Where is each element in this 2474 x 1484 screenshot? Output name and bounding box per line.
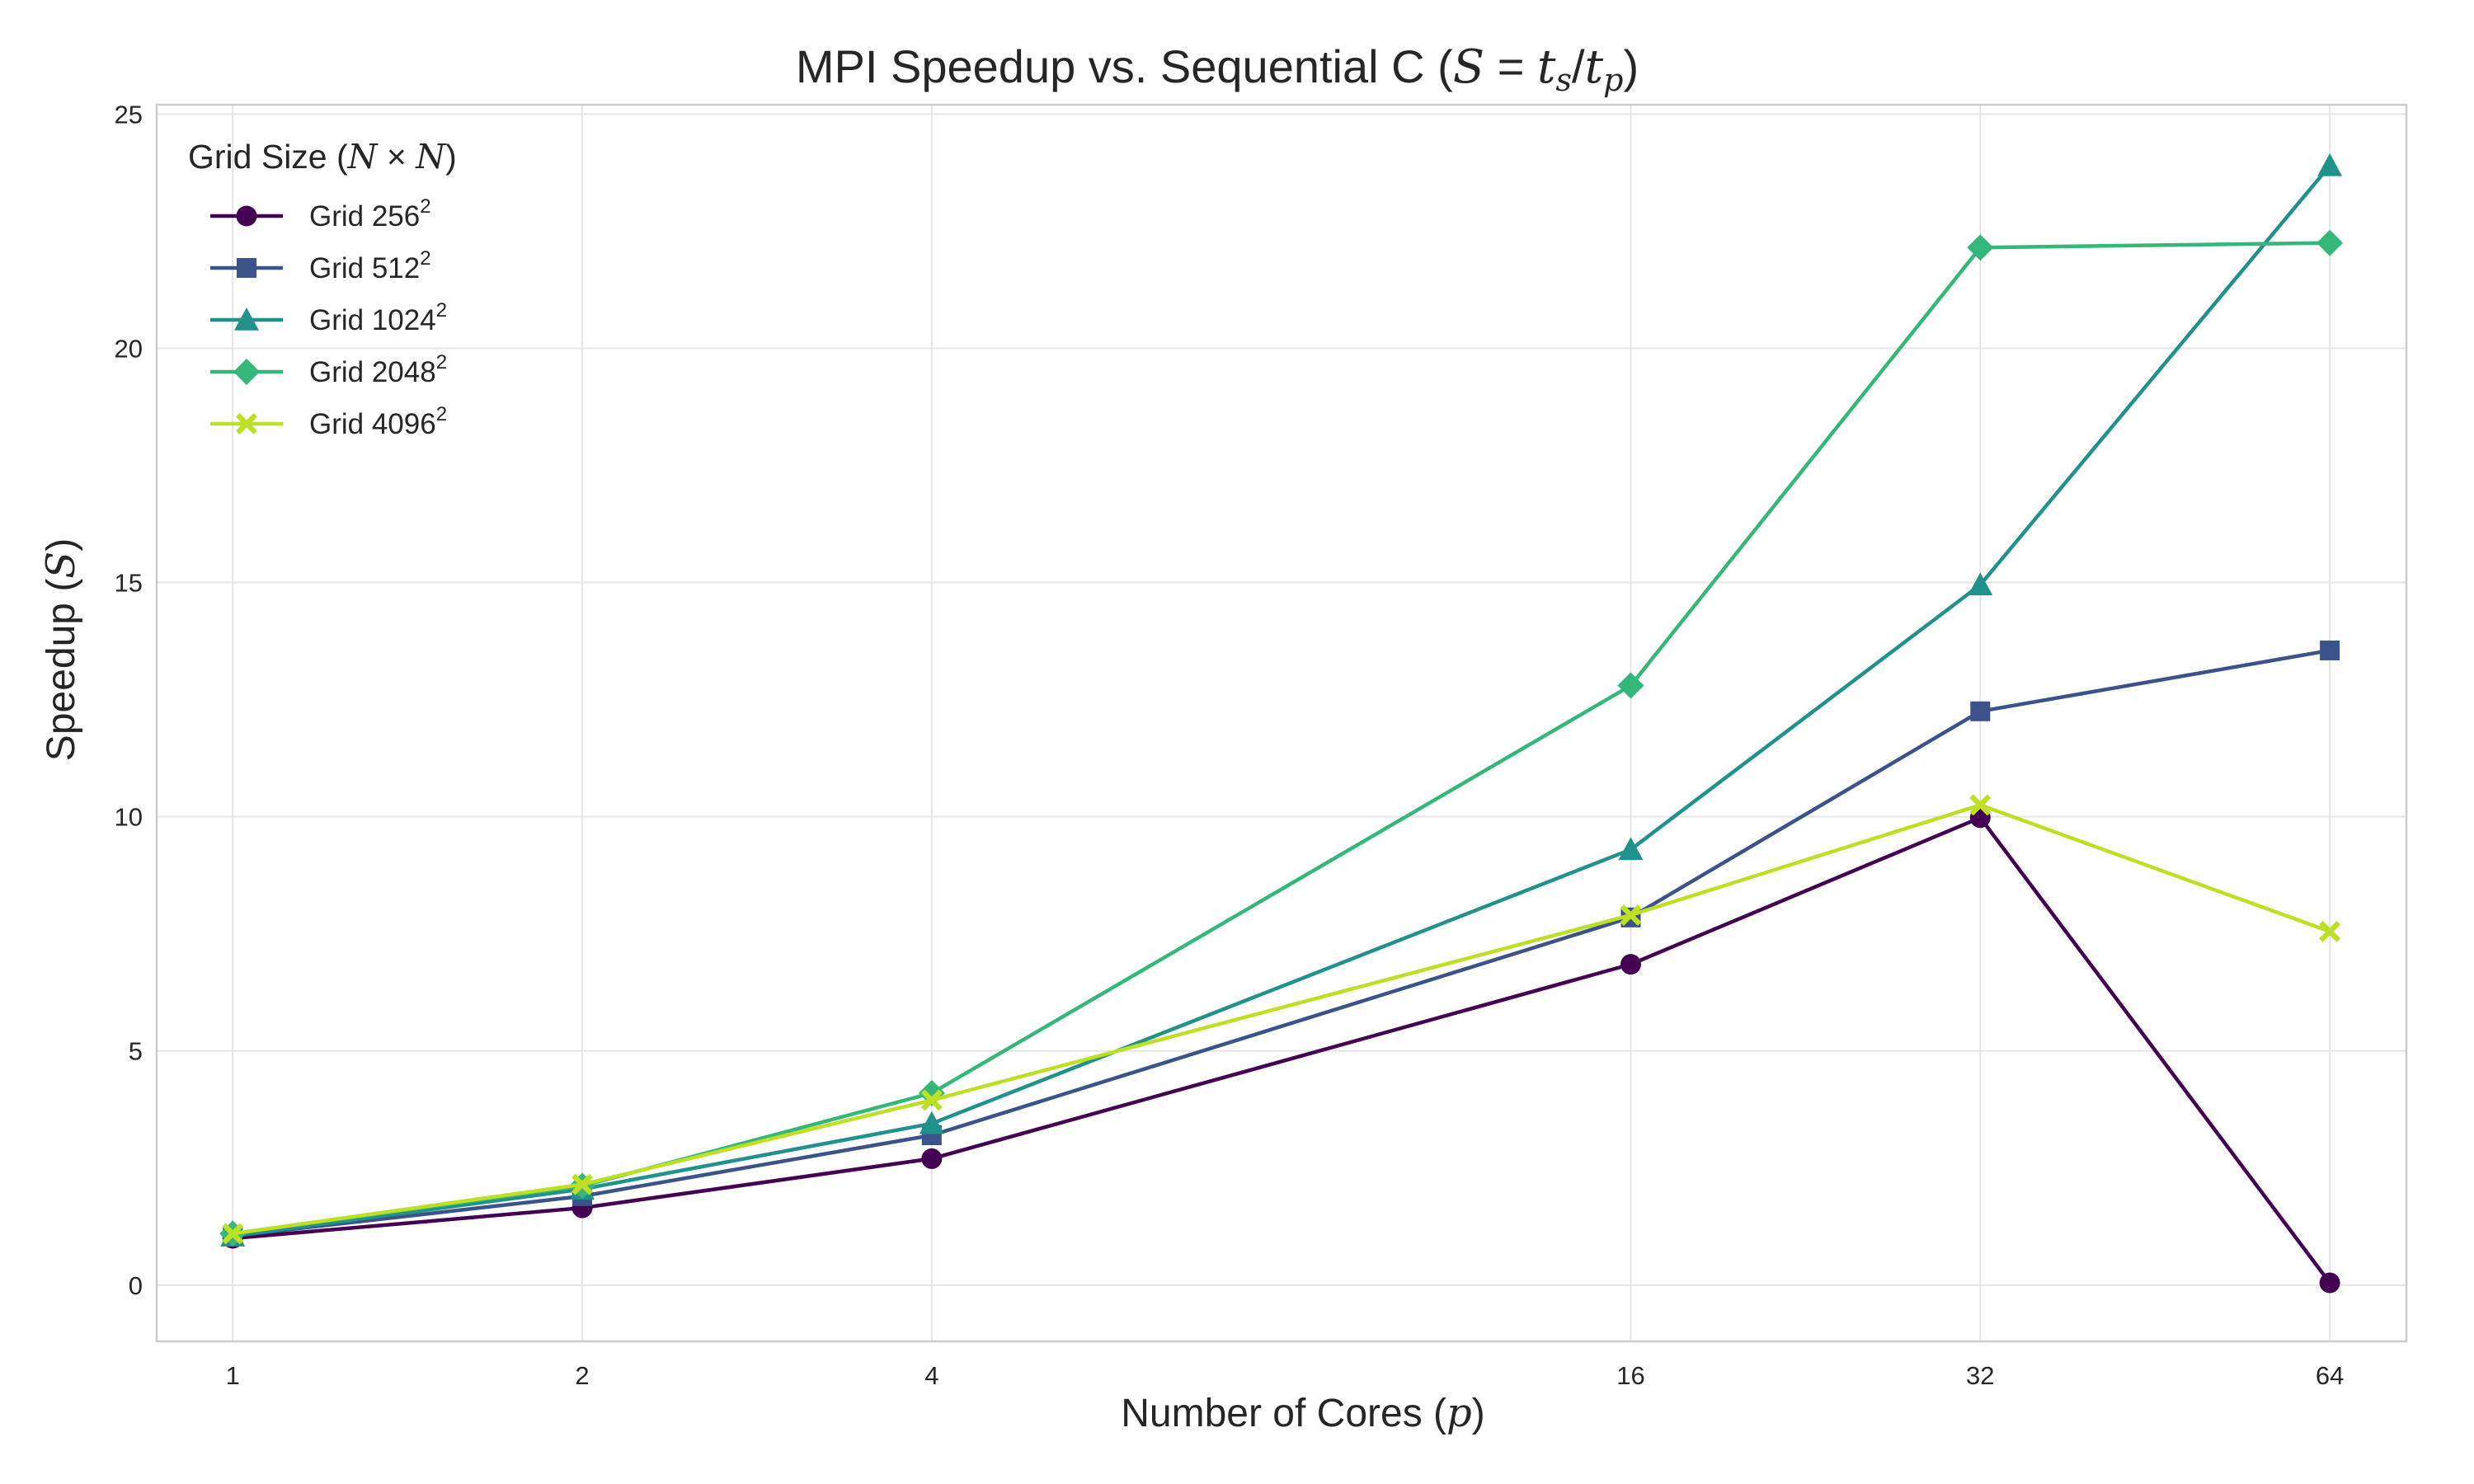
legend-marker	[236, 205, 257, 227]
legend-entries: Grid 2562 Grid 5122 Grid 10242 Grid 20482 Gr…	[210, 195, 447, 440]
legend-label: Grid 10242	[309, 299, 447, 336]
chart-title: MPI Speedup vs. Sequential C (S = ts/tp)	[796, 40, 1639, 98]
legend-title: Grid Size (N × N)	[188, 137, 457, 176]
legend-label: Grid 20482	[309, 351, 447, 388]
data-point	[2319, 920, 2341, 942]
legend-label: Grid 40962	[309, 403, 447, 440]
legend-entry: Grid 20482	[210, 351, 447, 388]
data-point	[1969, 794, 1992, 816]
x-tick-label: 1	[226, 1361, 240, 1390]
x-tick-label: 64	[2316, 1361, 2344, 1390]
legend-label: Grid 5122	[309, 247, 431, 284]
data-point	[921, 1148, 943, 1169]
data-point	[1968, 572, 1993, 596]
data-point	[1967, 234, 1994, 261]
legend-entry: Grid 5122	[210, 247, 431, 284]
data-point	[2316, 229, 2344, 256]
y-axis-label: Speedup (S)	[38, 538, 84, 761]
data-point	[1617, 672, 1644, 699]
y-tick-label: 25	[115, 100, 143, 129]
data-point	[571, 1173, 594, 1195]
series-line	[233, 815, 2331, 1284]
series-line	[232, 803, 2331, 1236]
legend-marker	[236, 413, 257, 434]
data-point	[222, 1223, 244, 1245]
legend-marker	[237, 258, 256, 278]
data-point	[919, 1111, 944, 1134]
x-tick-labels: 1 2 4 16 32 64	[226, 1361, 2345, 1390]
y-tick-labels: 0 5 10 15 20 25	[115, 100, 143, 1299]
data-point	[2320, 640, 2340, 660]
legend-marker	[234, 308, 259, 331]
data-point	[1620, 904, 1642, 926]
x-axis-label: Number of Cores (p)	[1121, 1390, 1485, 1436]
legend-label: Grid 2562	[309, 195, 431, 232]
plot-frame	[155, 103, 2408, 1343]
series-line	[232, 648, 2331, 1238]
data-point	[1970, 701, 1991, 721]
y-tick-label: 10	[115, 803, 143, 832]
legend-entry: Grid 10242	[210, 299, 447, 336]
legend-entry: Grid 2562	[210, 195, 431, 232]
x-tick-label: 2	[575, 1361, 589, 1390]
legend-marker	[233, 359, 260, 385]
gridlines	[157, 105, 2406, 1341]
x-tick-label: 32	[1966, 1361, 1994, 1390]
data-point	[2319, 1272, 2340, 1294]
x-tick-label: 4	[924, 1361, 938, 1390]
data-point	[1618, 837, 1644, 861]
series-lines	[219, 153, 2344, 1294]
data-point	[2317, 153, 2343, 176]
x-tick-label: 16	[1616, 1361, 1644, 1390]
y-tick-label: 15	[115, 569, 143, 598]
data-point	[920, 1089, 943, 1111]
y-tick-label: 5	[129, 1037, 143, 1066]
data-point	[1620, 954, 1641, 975]
series-5	[222, 794, 2341, 1245]
legend-entry: Grid 40962	[210, 403, 447, 440]
y-tick-label: 20	[115, 334, 143, 363]
y-tick-label: 0	[129, 1271, 143, 1300]
series-line	[232, 164, 2331, 1238]
